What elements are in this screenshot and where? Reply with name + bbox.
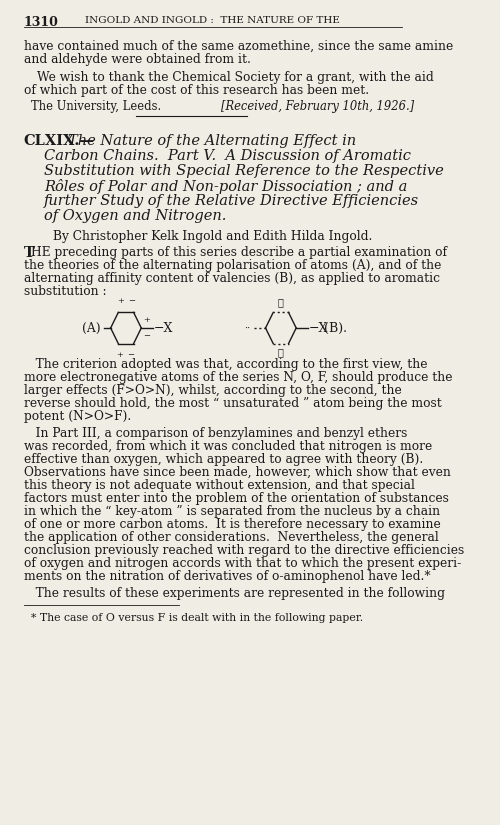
Text: effective than oxygen, which appeared to agree with theory (B).: effective than oxygen, which appeared to…: [24, 453, 423, 466]
Text: ··: ··: [244, 323, 250, 332]
Text: (A): (A): [82, 322, 100, 334]
Text: −X: −X: [309, 322, 328, 334]
Text: INGOLD AND INGOLD :  THE NATURE OF THE: INGOLD AND INGOLD : THE NATURE OF THE: [86, 16, 340, 25]
Text: the theories of the alternating polarisation of atoms (A), and of the: the theories of the alternating polarisa…: [24, 259, 441, 272]
Text: −X: −X: [154, 322, 174, 334]
Text: was recorded, from which it was concluded that nitrogen is more: was recorded, from which it was conclude…: [24, 440, 432, 453]
Text: [Received, February 10th, 1926.]: [Received, February 10th, 1926.]: [222, 100, 414, 113]
Text: The criterion adopted was that, according to the first view, the: The criterion adopted was that, accordin…: [24, 358, 427, 371]
Text: −: −: [128, 297, 134, 305]
Text: The University, Leeds.: The University, Leeds.: [30, 100, 161, 113]
Text: of Oxygen and Nitrogen.: of Oxygen and Nitrogen.: [44, 209, 226, 223]
Text: more electronegative atoms of the series N, O, F, should produce the: more electronegative atoms of the series…: [24, 371, 452, 384]
Text: CLXIX.—: CLXIX.—: [24, 134, 94, 148]
Text: Substitution with Special Reference to the Respective: Substitution with Special Reference to t…: [44, 164, 444, 178]
Text: Carbon Chains.  Part V.  A Discussion of Aromatic: Carbon Chains. Part V. A Discussion of A…: [44, 149, 412, 163]
Text: larger effects (F>O>N), whilst, according to the second, the: larger effects (F>O>N), whilst, accordin…: [24, 384, 402, 397]
Text: have contained much of the same azomethine, since the same amine: have contained much of the same azomethi…: [24, 40, 453, 53]
Text: ⋮: ⋮: [278, 298, 284, 307]
Text: and aldehyde were obtained from it.: and aldehyde were obtained from it.: [24, 53, 250, 66]
Text: The results of these experiments are represented in the following: The results of these experiments are rep…: [24, 587, 445, 600]
Text: of one or more carbon atoms.  It is therefore necessary to examine: of one or more carbon atoms. It is there…: [24, 518, 440, 531]
Text: reverse should hold, the most “ unsaturated ” atom being the most: reverse should hold, the most “ unsatura…: [24, 397, 442, 410]
Text: +: +: [118, 297, 124, 305]
Text: −: −: [127, 351, 134, 359]
Text: ⋮: ⋮: [278, 348, 284, 357]
Text: We wish to thank the Chemical Society for a grant, with the aid: We wish to thank the Chemical Society fo…: [38, 71, 434, 84]
Text: of which part of the cost of this research has been met.: of which part of the cost of this resear…: [24, 84, 369, 97]
Text: this theory is not adequate without extension, and that special: this theory is not adequate without exte…: [24, 479, 414, 492]
Text: * The case of O versus F is dealt with in the following paper.: * The case of O versus F is dealt with i…: [30, 613, 363, 623]
Text: conclusion previously reached with regard to the directive efficiencies: conclusion previously reached with regar…: [24, 544, 464, 557]
Text: in which the “ key-atom ” is separated from the nucleus by a chain: in which the “ key-atom ” is separated f…: [24, 505, 440, 518]
Text: factors must enter into the problem of the orientation of substances: factors must enter into the problem of t…: [24, 492, 448, 505]
Text: The Nature of the Alternating Effect in: The Nature of the Alternating Effect in: [68, 134, 356, 148]
Text: Observations have since been made, however, which show that even: Observations have since been made, howev…: [24, 466, 450, 479]
Text: potent (N>O>F).: potent (N>O>F).: [24, 410, 131, 423]
Text: T: T: [24, 246, 34, 260]
Text: In Part III, a comparison of benzylamines and benzyl ethers: In Part III, a comparison of benzylamine…: [24, 427, 407, 440]
Text: By Christopher Kelk Ingold and Edith Hilda Ingold.: By Christopher Kelk Ingold and Edith Hil…: [53, 230, 372, 243]
Text: 1310: 1310: [24, 16, 58, 29]
Text: substitution :: substitution :: [24, 285, 106, 298]
Text: alternating affinity content of valencies (B), as applied to aromatic: alternating affinity content of valencie…: [24, 272, 440, 285]
Text: +: +: [116, 351, 122, 359]
Text: the application of other considerations.  Nevertheless, the general: the application of other considerations.…: [24, 531, 438, 544]
Text: further Study of the Relative Directive Efficiencies: further Study of the Relative Directive …: [44, 194, 420, 208]
Text: HE preceding parts of this series describe a partial examination of: HE preceding parts of this series descri…: [30, 246, 447, 259]
Text: −: −: [143, 332, 150, 340]
Text: +: +: [143, 316, 150, 324]
Text: Rôles of Polar and Non-polar Dissociation ; and a: Rôles of Polar and Non-polar Dissociatio…: [44, 179, 408, 194]
Text: of oxygen and nitrogen accords with that to which the present experi-: of oxygen and nitrogen accords with that…: [24, 557, 461, 570]
Text: (B).: (B).: [324, 322, 347, 334]
Text: ments on the nitration of derivatives of o-aminophenol have led.*: ments on the nitration of derivatives of…: [24, 570, 430, 583]
